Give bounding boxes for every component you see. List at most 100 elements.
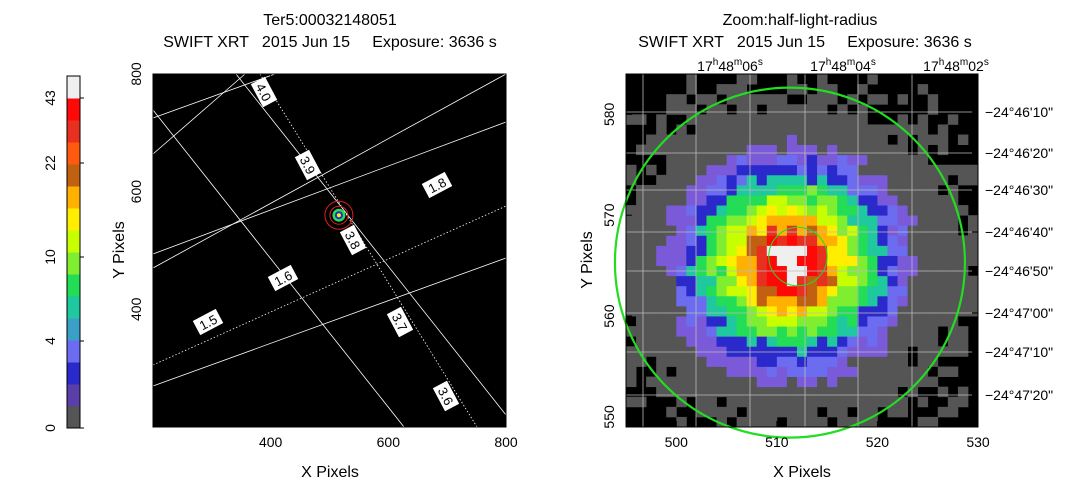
- right-pixel: [676, 225, 687, 236]
- right-pixel: [686, 255, 697, 267]
- right-pixel: [626, 164, 637, 176]
- right-pixel: [937, 255, 949, 267]
- right-pixel: [726, 295, 738, 307]
- left-grid-label: 3.7: [386, 306, 414, 338]
- right-pixel: [887, 406, 898, 418]
- right-pixel: [897, 225, 908, 236]
- right-pixel: [626, 114, 637, 125]
- left-grid-label-text: 1.5: [197, 312, 220, 334]
- right-pixel: [726, 245, 738, 256]
- left-grid-label: 1.8: [421, 171, 453, 199]
- colorbar: [66, 75, 81, 429]
- right-pixel: [827, 396, 838, 408]
- colorbar-ticks: 0 4 10 22 43: [42, 90, 84, 432]
- right-pixel: [626, 225, 637, 236]
- right-pixel: [736, 104, 748, 115]
- right-pixel: [796, 275, 808, 287]
- right-pixel: [817, 316, 828, 327]
- right-pixel: [716, 245, 727, 256]
- right-large-circle: [613, 86, 967, 439]
- right-pixel: [917, 114, 929, 125]
- right-pixel: [676, 124, 687, 135]
- right-pixel: [766, 245, 778, 256]
- right-pixel: [837, 144, 848, 156]
- right-pixel: [807, 154, 818, 166]
- right-pixel: [696, 305, 707, 317]
- right-pixel: [947, 255, 959, 267]
- right-pixel: [796, 346, 808, 357]
- right-pixel: [847, 144, 858, 156]
- right-pixel: [776, 104, 788, 115]
- right-pixel: [857, 174, 868, 186]
- right-pixel: [746, 104, 758, 115]
- right-pixel: [756, 386, 768, 398]
- right-pixel: [726, 376, 738, 388]
- right-pixel: [766, 305, 778, 317]
- right-pixel: [807, 104, 818, 115]
- right-pixel: [776, 305, 788, 317]
- right-pixel: [656, 356, 667, 367]
- right-pixel: [847, 134, 858, 145]
- right-pixel: [686, 305, 697, 317]
- right-pixel: [636, 205, 647, 216]
- right-pixel: [656, 174, 667, 186]
- right-pixel: [696, 295, 707, 307]
- colorbar-tick-label: 22: [42, 155, 58, 171]
- right-pixel: [706, 225, 717, 236]
- right-pixel: [736, 295, 748, 307]
- right-pixel: [927, 285, 939, 297]
- right-pixel: [827, 114, 838, 125]
- right-pixel: [807, 174, 818, 186]
- right-pixel: [786, 275, 798, 287]
- right-pixel: [666, 406, 677, 418]
- right-pixel: [807, 295, 818, 307]
- right-pixel: [857, 144, 868, 156]
- right-pixel: [706, 275, 717, 287]
- right-pixel: [626, 346, 637, 357]
- right-pixel: [857, 366, 868, 377]
- right-pixel: [746, 346, 758, 357]
- right-pixel: [696, 346, 707, 357]
- right-x-tick-label: 500: [665, 434, 689, 450]
- right-pixel: [726, 346, 738, 357]
- right-pixel: [967, 225, 979, 236]
- right-pixel: [686, 225, 697, 236]
- right-pixel: [967, 164, 979, 176]
- left-grid-line-dotted: [259, 73, 478, 428]
- right-pixel: [676, 255, 687, 267]
- right-pixel: [837, 336, 848, 347]
- right-pixel: [676, 134, 687, 145]
- right-half-light-radius-circle: [613, 86, 967, 439]
- right-pixel: [847, 346, 858, 357]
- right-pixel: [847, 326, 858, 337]
- right-pixel: [726, 94, 738, 105]
- right-pixel: [676, 245, 687, 256]
- right-pixel: [857, 396, 868, 408]
- right-pixel: [676, 275, 687, 287]
- right-pixel: [766, 144, 778, 156]
- colorbar-swatch: [67, 340, 80, 363]
- right-pixel: [726, 326, 738, 337]
- right-pixel: [817, 154, 828, 166]
- right-pixel: [756, 305, 768, 317]
- right-pixel: [897, 245, 908, 256]
- right-pixel: [897, 316, 908, 327]
- right-pixel: [776, 346, 788, 357]
- right-pixel: [776, 356, 788, 367]
- right-pixel: [796, 195, 808, 206]
- colorbar-swatch: [67, 230, 80, 253]
- right-pixel: [887, 245, 898, 256]
- right-pixel: [877, 396, 888, 408]
- right-pixel: [646, 305, 657, 317]
- right-pixel: [837, 285, 848, 297]
- right-pixel: [967, 295, 979, 307]
- right-pixel: [897, 205, 908, 216]
- right-pixel: [917, 326, 929, 337]
- right-pixel: [907, 215, 919, 226]
- right-pixel: [726, 255, 738, 267]
- right-pixel: [656, 134, 667, 145]
- right-pixel: [877, 94, 888, 105]
- right-pixel: [877, 255, 888, 267]
- right-pixel: [676, 326, 687, 337]
- right-pixel: [796, 144, 808, 156]
